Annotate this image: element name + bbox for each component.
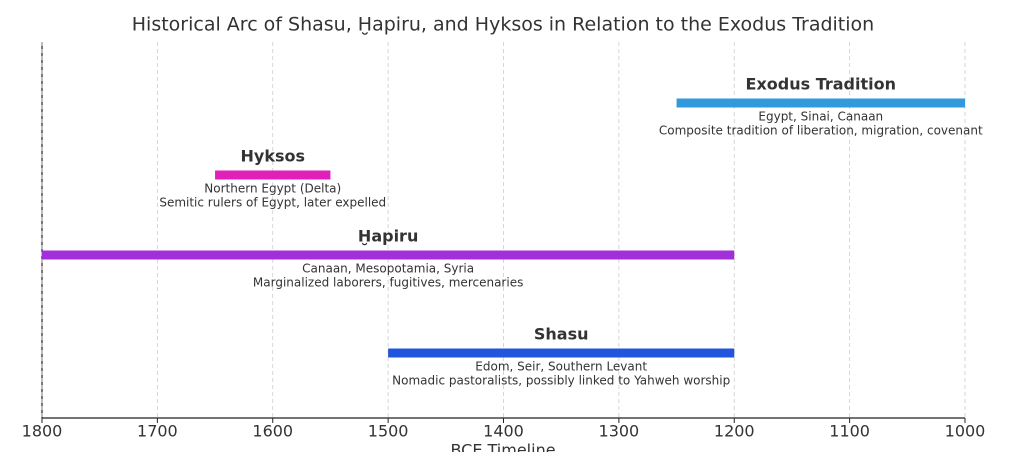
bar-description: Semitic rulers of Egypt, later expelled bbox=[159, 196, 386, 210]
bar-description: Nomadic pastoralists, possibly linked to… bbox=[392, 374, 730, 388]
timeline-bar bbox=[388, 348, 735, 358]
x-tick-label: 1000 bbox=[945, 422, 986, 441]
bar-name: Shasu bbox=[534, 325, 589, 344]
x-tick-label: 1800 bbox=[22, 422, 63, 441]
x-tick-label: 1600 bbox=[252, 422, 293, 441]
x-tick-label: 1700 bbox=[137, 422, 178, 441]
bar-region: Canaan, Mesopotamia, Syria bbox=[302, 262, 474, 276]
bar-description: Composite tradition of liberation, migra… bbox=[659, 124, 983, 138]
bar-name: Exodus Tradition bbox=[746, 75, 896, 94]
x-tick-label: 1200 bbox=[714, 422, 755, 441]
bar-region: Edom, Seir, Southern Levant bbox=[475, 360, 647, 374]
x-tick-label: 1500 bbox=[368, 422, 409, 441]
timeline-bar bbox=[42, 250, 735, 260]
chart-title: Historical Arc of Shasu, Ḫapiru, and Hyk… bbox=[132, 14, 874, 36]
bar-name: Ḫapiru bbox=[358, 227, 418, 246]
x-tick-label: 1300 bbox=[599, 422, 640, 441]
timeline-bar bbox=[676, 98, 965, 108]
bar-description: Marginalized laborers, fugitives, mercen… bbox=[253, 276, 523, 290]
timeline-bar bbox=[215, 170, 331, 180]
bar-region: Northern Egypt (Delta) bbox=[204, 182, 341, 196]
x-tick-label: 1400 bbox=[483, 422, 524, 441]
bar-name: Hyksos bbox=[241, 147, 306, 166]
x-axis-label: BCE Timeline bbox=[450, 441, 555, 452]
x-tick-label: 1100 bbox=[829, 422, 870, 441]
bar-region: Egypt, Sinai, Canaan bbox=[758, 110, 883, 124]
